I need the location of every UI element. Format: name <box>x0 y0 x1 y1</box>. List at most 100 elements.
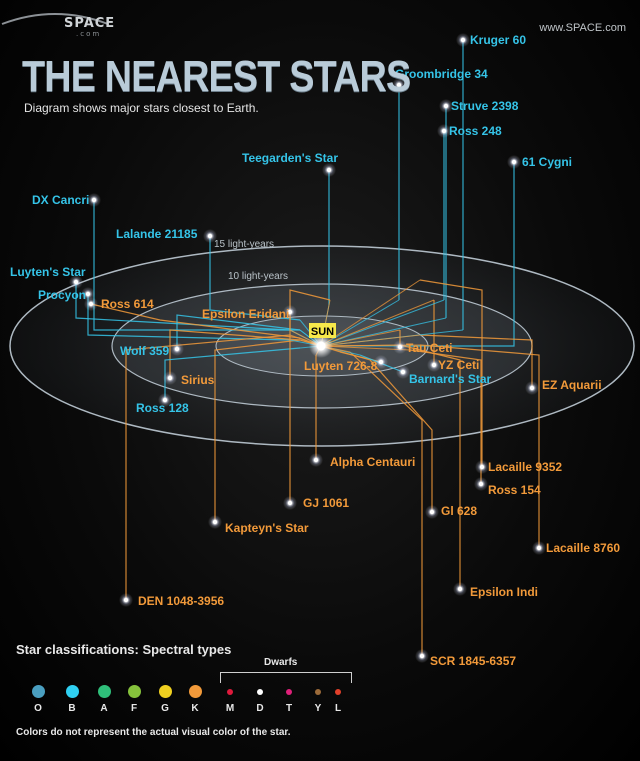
connector-epsilon-indi <box>399 344 461 589</box>
star-label-gl-628: Gl 628 <box>441 504 477 518</box>
star-labels: Kruger 60 Groombridge 34 Struve 2398 Ross 2… <box>10 33 620 668</box>
ray-groombridge-34 <box>320 299 400 347</box>
star-label-struve-2398: Struve 2398 <box>451 99 519 113</box>
ray-yz-ceti <box>320 299 435 347</box>
star-ross-128 <box>162 397 168 403</box>
swatch-label-y: Y <box>314 703 322 714</box>
star-label-lalande-21185: Lalande 21185 <box>116 227 198 241</box>
swatch-label-t: T <box>285 703 293 714</box>
star-lacaille-9352 <box>479 464 485 470</box>
star-label-kapteyn-s-star: Kapteyn's Star <box>225 521 309 535</box>
star-epsilon-eridani <box>287 309 293 315</box>
star-tau-ceti <box>397 344 403 350</box>
swatch-l <box>335 689 341 695</box>
star-label-procyon: Procyon <box>38 288 86 302</box>
star-label-61-cygni: 61 Cygni <box>522 155 572 169</box>
swatch-label-k: K <box>191 703 199 714</box>
ray-ez-aquarii <box>320 334 421 347</box>
star-gj-1061 <box>287 500 293 506</box>
swatch-label-f: F <box>130 703 138 714</box>
star-den-1048-3956 <box>123 597 129 603</box>
swatch-label-l: L <box>334 703 342 714</box>
swatch-f <box>127 685 141 698</box>
star-label-luyten-s-star: Luyten's Star <box>10 265 86 279</box>
ray-lacaille-9352 <box>320 279 421 347</box>
logo-sub: .com <box>76 30 102 38</box>
connector-gj-1061 <box>289 289 331 503</box>
star-label-barnard-s-star: Barnard's Star <box>409 372 492 386</box>
star-label-sirius: Sirius <box>181 373 215 387</box>
dwarfs-bracket <box>220 672 352 683</box>
star-yz-ceti <box>431 362 437 368</box>
star-label-ross-248: Ross 248 <box>449 124 502 138</box>
connector-luyten-s-star <box>75 282 291 331</box>
star-epsilon-indi <box>457 586 463 592</box>
swatch-t <box>286 689 292 695</box>
dwarfs-label: Dwarfs <box>264 657 298 668</box>
star-ross-614 <box>88 301 94 307</box>
star-procyon <box>85 291 91 297</box>
ring-label-10: 10 light-years <box>228 271 288 282</box>
star-gl-628 <box>429 509 435 515</box>
connector-ross-614 <box>90 303 301 339</box>
star-kapteyn-s-star <box>212 519 218 525</box>
ray-tau-ceti <box>320 329 401 347</box>
star-luyten-726-8 <box>378 359 384 365</box>
star-lacaille-8760 <box>536 545 542 551</box>
sun-label: SUN <box>311 326 334 338</box>
star-label-teegarden-s-star: Teegarden's Star <box>242 151 338 165</box>
star-groombridge-34 <box>396 82 402 88</box>
star-label-yz-ceti: YZ Ceti <box>438 358 479 372</box>
star-barnard-s-star <box>400 369 406 375</box>
star-label-tau-ceti: Tau Ceti <box>406 341 452 355</box>
connector-kapteyn-s-star <box>214 339 301 522</box>
connector-den-1048-3956 <box>125 334 291 600</box>
star-label-kruger-60: Kruger 60 <box>470 33 526 47</box>
star-ross-154 <box>478 481 484 487</box>
swatch-label-a: A <box>100 703 108 714</box>
swatch-g <box>158 685 172 698</box>
star-label-den-1048-3956: DEN 1048-3956 <box>138 594 224 608</box>
star-label-lacaille-9352: Lacaille 9352 <box>488 460 562 474</box>
star-label-lacaille-8760: Lacaille 8760 <box>546 541 620 555</box>
star-label-ross-614: Ross 614 <box>101 297 154 311</box>
ray-ross-248 <box>320 299 445 347</box>
star-label-ez-aquarii: EZ Aquarii <box>542 378 602 392</box>
swatch-label-m: M <box>225 703 235 714</box>
swatch-b <box>65 685 79 698</box>
star-lalande-21185 <box>207 233 213 239</box>
star-label-epsilon-indi: Epsilon Indi <box>470 585 538 599</box>
star-label-ross-154: Ross 154 <box>488 483 541 497</box>
swatch-k <box>188 685 202 698</box>
connector-ez-aquarii <box>419 334 533 388</box>
connector-lacaille-8760 <box>419 344 540 548</box>
connector-scr-1845-6357 <box>349 351 423 656</box>
star-scr-1845-6357 <box>419 653 425 659</box>
star-61-cygni <box>511 159 517 165</box>
swatch-m <box>227 689 233 695</box>
connector-ross-128 <box>164 347 301 400</box>
star-label-wolf-359: Wolf 359 <box>120 344 169 358</box>
swatch-label-o: O <box>34 703 42 714</box>
star-label-gj-1061: GJ 1061 <box>303 496 349 510</box>
connector-lacaille-9352 <box>419 279 483 467</box>
logo-text: SPACE <box>64 16 116 31</box>
legend-note: Colors do not represent the actual visua… <box>16 727 291 738</box>
sun-core <box>316 341 326 351</box>
star-luyten-s-star <box>73 279 79 285</box>
star-label-scr-1845-6357: SCR 1845-6357 <box>430 654 516 668</box>
ray-epsilon-indi <box>320 344 401 347</box>
swatch-label-b: B <box>68 703 76 714</box>
star-dx-cancri <box>91 197 97 203</box>
star-wolf-359 <box>174 346 180 352</box>
connector-wolf-359 <box>176 314 301 349</box>
space-logo-arc <box>1 13 109 25</box>
star-connectors <box>75 40 540 656</box>
star-label-groombridge-34: Groombridge 34 <box>395 67 488 81</box>
star-label-luyten-726-8: Luyten 726-8 <box>304 359 378 373</box>
page-title: THE NEAREST STARS <box>22 52 411 101</box>
star-sirius <box>167 375 173 381</box>
swatch-y <box>315 689 321 695</box>
